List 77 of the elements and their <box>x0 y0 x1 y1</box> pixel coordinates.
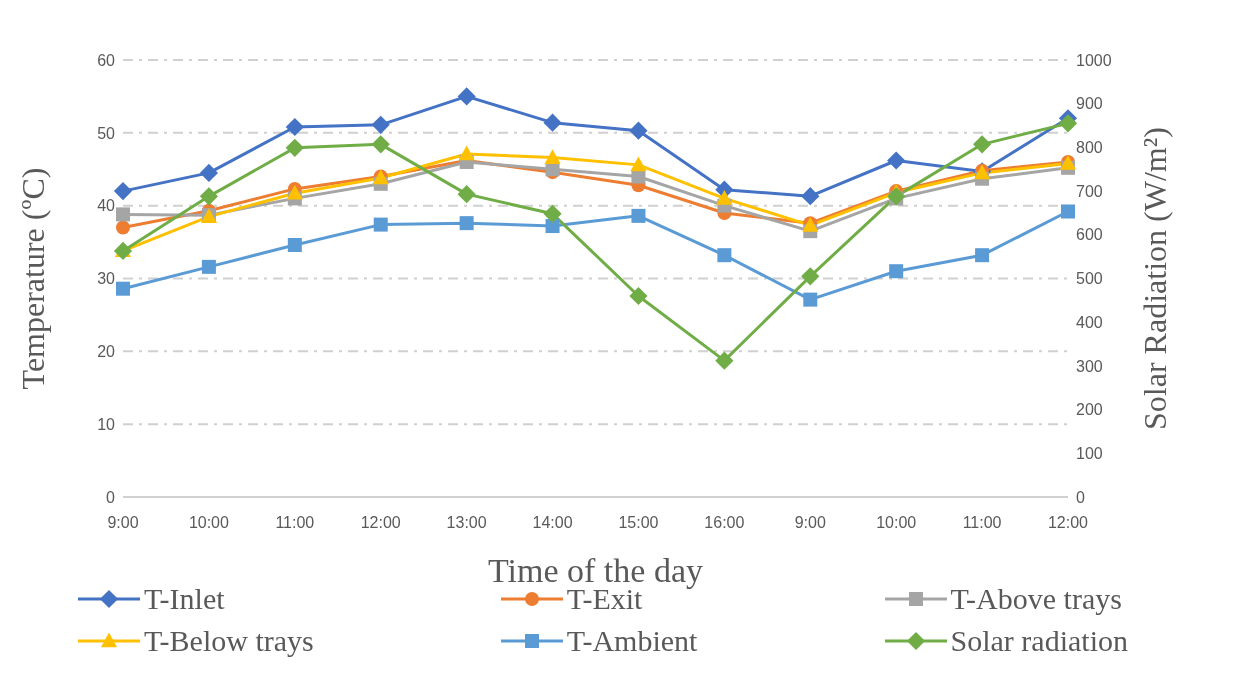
y2-tick-label: 900 <box>1076 95 1103 113</box>
y-axis-title: Temperature (ºC) <box>15 167 52 390</box>
point <box>371 135 390 154</box>
point <box>458 145 475 161</box>
y2-tick-label: 500 <box>1076 270 1103 288</box>
point <box>457 185 476 204</box>
y-tick-label: 50 <box>97 124 116 142</box>
x-tick-label: 9:00 <box>107 514 139 532</box>
y-tick-label: 10 <box>97 415 116 433</box>
x-tick-label: 15:00 <box>618 514 659 532</box>
point <box>544 149 561 164</box>
point <box>116 207 130 222</box>
point <box>286 184 303 200</box>
x-tick-label: 16:00 <box>704 514 745 532</box>
y2-tick-label: 200 <box>1076 401 1103 419</box>
point <box>287 238 302 252</box>
legend-label: T-Inlet <box>144 582 225 616</box>
point <box>285 138 304 157</box>
point <box>715 351 734 370</box>
x-tick-label: 12:00 <box>1047 514 1089 532</box>
x-tick-label: 10:00 <box>876 514 917 532</box>
y-tick-label: 60 <box>97 51 116 69</box>
point <box>631 169 646 184</box>
point <box>630 156 647 172</box>
point <box>716 189 733 205</box>
point <box>373 217 388 232</box>
legend-label: T-Below trays <box>144 624 314 658</box>
point <box>629 286 648 306</box>
y2-tick-label: 1000 <box>1076 51 1112 69</box>
x-tick-label: 14:00 <box>532 514 573 532</box>
point <box>199 163 219 182</box>
point <box>1058 114 1078 133</box>
x-tick-label: 12:00 <box>360 514 401 532</box>
point <box>285 117 304 137</box>
point <box>803 292 818 307</box>
point <box>199 187 219 206</box>
point <box>116 220 130 235</box>
legend-label: T-Above trays <box>950 582 1122 616</box>
point <box>543 204 562 223</box>
y-tick-label: 0 <box>106 488 116 506</box>
point <box>801 267 820 286</box>
legend-label: T-Ambient <box>566 624 698 658</box>
y2-tick-label: 100 <box>1076 444 1103 462</box>
y2-tick-label: 0 <box>1076 488 1085 506</box>
y2-tick-label: 400 <box>1076 313 1103 331</box>
y2-tick-label: 300 <box>1076 357 1103 375</box>
point <box>717 248 732 263</box>
point <box>545 219 560 234</box>
y-tick-label: 20 <box>97 343 116 361</box>
point <box>889 264 904 279</box>
y2-tick-label: 700 <box>1076 182 1103 200</box>
point <box>116 281 130 296</box>
point <box>201 259 216 274</box>
point <box>457 87 476 106</box>
x-tick-label: 11:00 <box>275 514 315 532</box>
x-tick-label: 11:00 <box>962 514 1002 532</box>
point <box>113 182 133 201</box>
x-tick-label: 10:00 <box>188 514 230 532</box>
y2-tick-label: 800 <box>1076 139 1103 157</box>
x-tick-label: 13:00 <box>446 514 487 532</box>
point <box>801 187 820 206</box>
point <box>975 248 990 263</box>
y-tick-label: 30 <box>97 270 116 288</box>
point <box>887 151 906 170</box>
y2-tick-label: 600 <box>1076 226 1103 244</box>
point <box>543 113 562 132</box>
y2-axis-title: Solar Radiation (W/m²) <box>1137 127 1173 430</box>
legend-label: Solar radiation <box>950 624 1128 658</box>
point <box>887 187 906 206</box>
point <box>631 208 646 223</box>
point <box>629 121 648 140</box>
point <box>459 216 474 231</box>
point <box>371 115 390 134</box>
point <box>972 135 992 154</box>
point <box>1061 204 1075 219</box>
y-tick-label: 40 <box>97 197 116 215</box>
x-tick-label: 9:00 <box>794 514 826 532</box>
